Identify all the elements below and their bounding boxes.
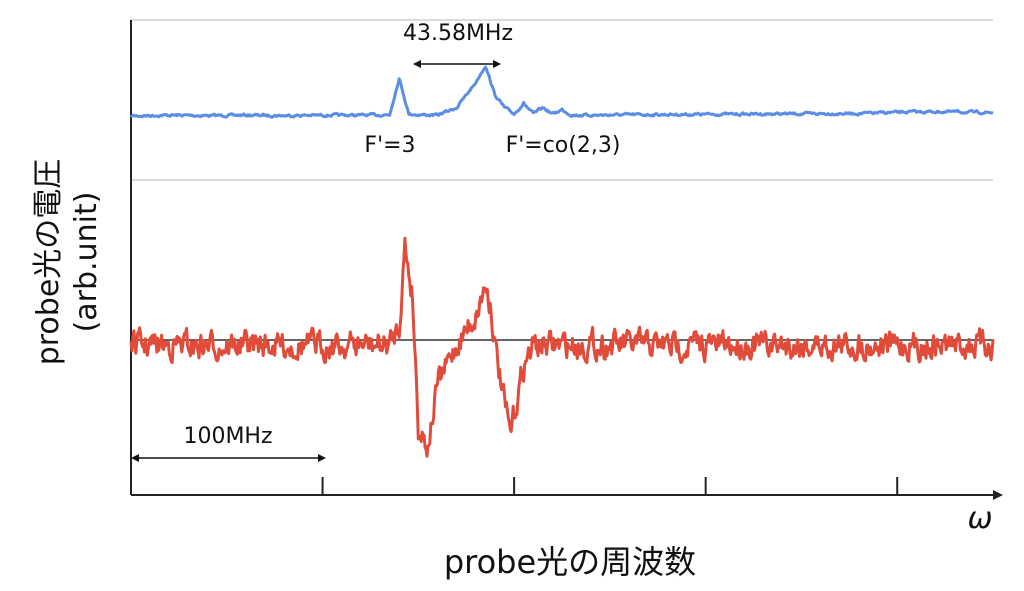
grid — [131, 19, 993, 341]
y-axis-label-line2: (arb.unit) — [69, 192, 104, 333]
peak-separation-label: 43.58MHz — [403, 21, 513, 46]
series-line-error-signal — [129, 236, 995, 458]
peak-separation-arrow-head-left — [413, 60, 421, 68]
scale-bar-label: 100MHz — [183, 424, 272, 449]
scale-bar-arrow-head-right — [318, 454, 326, 462]
peak-separation-arrow-head-right — [493, 60, 501, 68]
scale-bar-arrow-head-left — [131, 454, 139, 462]
x-axis-label: probe光の周波数 — [444, 543, 696, 581]
x-axis-arrowhead — [993, 490, 1003, 500]
x-axis-symbol: ω — [967, 501, 992, 536]
peak1-label: F'=3 — [364, 133, 415, 158]
y-axis-label-line1: probe光の電圧 — [31, 159, 66, 366]
axes — [130, 20, 1003, 500]
peak2-label: F'=co(2,3) — [506, 133, 621, 158]
annotations — [131, 60, 501, 462]
series-line-probe-transmission — [129, 65, 994, 119]
